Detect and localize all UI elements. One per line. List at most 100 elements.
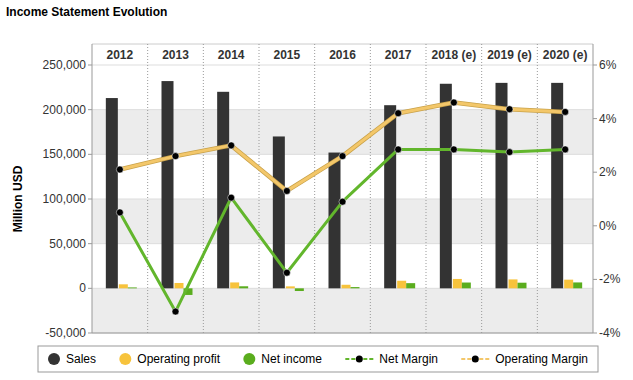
y-tick	[88, 333, 92, 334]
bar	[397, 281, 406, 289]
category-separator	[370, 44, 371, 333]
plot-marks	[106, 81, 582, 315]
bar	[162, 81, 174, 288]
y-tick	[88, 288, 92, 289]
line-marker	[395, 110, 402, 117]
y-tick	[88, 199, 92, 200]
bar	[453, 279, 462, 288]
line	[120, 103, 565, 191]
legend-label: Sales	[66, 352, 96, 366]
y2-tick-label: 6%	[599, 58, 617, 72]
chart-title: Income Statement Evolution	[6, 5, 167, 19]
line-marker	[172, 153, 179, 160]
bar	[175, 283, 184, 288]
line-marker	[172, 308, 179, 315]
line-marker	[395, 146, 402, 153]
y-tick-label: 100,000	[43, 192, 87, 206]
category-separator	[537, 44, 538, 333]
bar	[128, 287, 137, 289]
y2-tick	[593, 333, 597, 334]
category-label: 2020 (e)	[543, 48, 588, 62]
header-line	[92, 44, 593, 45]
bar	[564, 280, 573, 289]
y-tick-label: 0	[79, 281, 86, 295]
y2-axis	[593, 44, 594, 333]
x-axis	[92, 333, 593, 334]
grid-line	[92, 65, 593, 66]
bar	[106, 98, 118, 288]
bar	[406, 283, 415, 288]
y2-tick	[593, 279, 597, 280]
bar	[230, 282, 239, 288]
legend-swatch-marker	[356, 356, 363, 363]
line-marker	[283, 269, 290, 276]
category-label: 2012	[106, 48, 133, 62]
y2-tick	[593, 118, 597, 119]
category-separator	[481, 44, 482, 333]
y-tick-label: 150,000	[43, 147, 87, 161]
y2-tick	[593, 225, 597, 226]
line-marker	[228, 142, 235, 149]
y-tick-label: 50,000	[49, 237, 86, 251]
line-marker	[450, 146, 457, 153]
bar	[295, 288, 304, 291]
category-label: 2018 (e)	[431, 48, 476, 62]
line-marker	[562, 108, 569, 115]
bar	[342, 285, 351, 289]
category-separator	[426, 44, 427, 333]
bar	[329, 153, 341, 289]
y2-tick-label: 4%	[599, 112, 617, 126]
legend-swatch	[48, 353, 60, 365]
y2-tick-label: 0%	[599, 219, 617, 233]
bar	[217, 92, 229, 289]
y-tick-label: 200,000	[43, 103, 87, 117]
y-tick	[88, 65, 92, 66]
category-label: 2017	[385, 48, 412, 62]
y2-tick	[593, 65, 597, 66]
bar	[573, 282, 582, 288]
y2-tick	[593, 172, 597, 173]
line-marker	[228, 194, 235, 201]
legend-label: Operating Margin	[495, 352, 588, 366]
line-marker	[116, 166, 123, 173]
legend-label: Net Margin	[379, 352, 438, 366]
background	[0, 0, 633, 380]
bar	[509, 279, 518, 288]
y2-tick-label: 2%	[599, 165, 617, 179]
line-marker	[339, 153, 346, 160]
line-marker	[283, 187, 290, 194]
bar	[239, 286, 248, 288]
bar	[462, 283, 471, 289]
category-label: 2016	[329, 48, 356, 62]
legend-item: Sales	[48, 352, 96, 366]
y-axis-title: Million USD	[11, 165, 25, 232]
bar	[384, 105, 396, 288]
legend-swatch-marker	[472, 356, 479, 363]
bar	[518, 283, 527, 289]
category-label: 2014	[218, 48, 245, 62]
legend-item: Operating profit	[119, 352, 220, 366]
bar	[351, 287, 360, 288]
y-tick-label: -50,000	[45, 326, 86, 340]
y-tick-label: 250,000	[43, 58, 87, 72]
line	[120, 149, 565, 311]
y2-tick-label: -4%	[599, 326, 621, 340]
bar	[119, 284, 128, 288]
legend-item: Operating Margin	[461, 352, 588, 366]
line-marker	[562, 146, 569, 153]
y-tick	[88, 154, 92, 155]
legend-swatch	[119, 353, 131, 365]
legend-box	[38, 346, 598, 372]
category-label: 2013	[162, 48, 189, 62]
legend-label: Net income	[261, 352, 322, 366]
y2-tick-label: -2%	[599, 272, 621, 286]
bar	[440, 84, 452, 289]
y-tick	[88, 109, 92, 110]
line-outline	[120, 103, 565, 191]
category-label: 2015	[273, 48, 300, 62]
category-separator	[147, 44, 148, 333]
legend-swatch	[243, 353, 255, 365]
line-marker	[450, 99, 457, 106]
category-separator	[314, 44, 315, 333]
category-separator	[203, 44, 204, 333]
